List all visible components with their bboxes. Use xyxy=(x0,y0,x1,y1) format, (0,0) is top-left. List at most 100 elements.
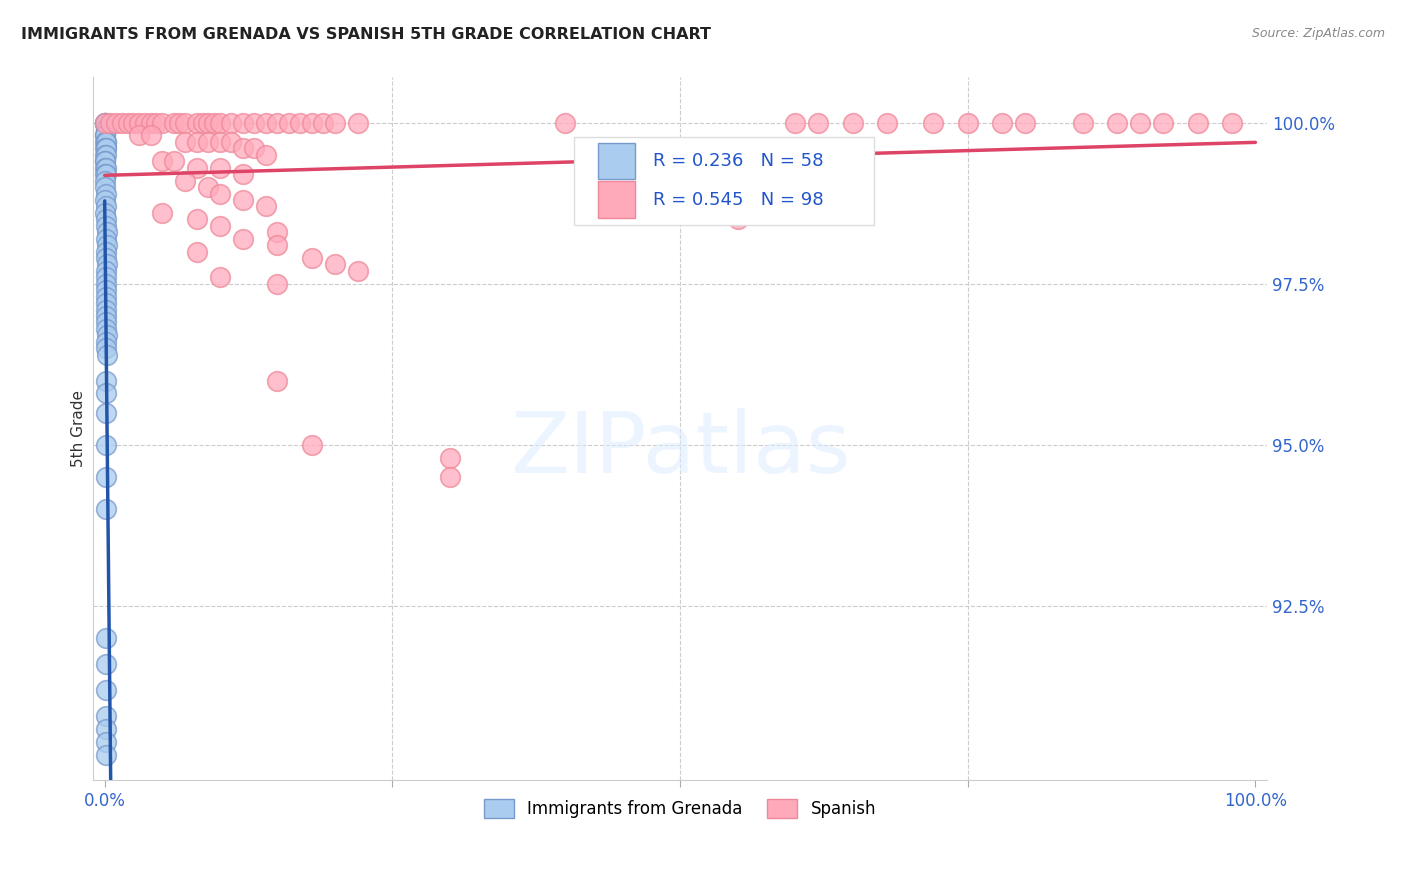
Point xyxy=(94,148,117,162)
Point xyxy=(301,115,323,129)
Point xyxy=(1107,115,1129,129)
Point xyxy=(1222,115,1244,129)
Point xyxy=(96,225,118,239)
Point xyxy=(96,257,118,271)
Point xyxy=(94,502,117,516)
Point xyxy=(807,115,830,129)
Point xyxy=(439,450,461,465)
Point xyxy=(254,115,277,129)
Point xyxy=(876,115,898,129)
Point xyxy=(243,115,266,129)
Point xyxy=(186,161,208,175)
Point xyxy=(163,154,186,169)
Point xyxy=(96,238,118,252)
Point xyxy=(197,115,219,129)
Point xyxy=(93,115,115,129)
Point xyxy=(128,128,150,143)
Point xyxy=(208,135,231,149)
Point xyxy=(94,270,117,285)
Point xyxy=(94,135,117,149)
Point xyxy=(1071,115,1094,129)
Point xyxy=(93,161,115,175)
Point xyxy=(174,173,197,187)
Point xyxy=(93,135,115,149)
Point xyxy=(94,122,117,136)
Point xyxy=(208,270,231,285)
Point xyxy=(94,277,117,291)
FancyBboxPatch shape xyxy=(598,181,636,218)
Point xyxy=(186,244,208,259)
Point xyxy=(669,193,692,207)
Point xyxy=(94,283,117,297)
Point xyxy=(94,122,117,136)
Point xyxy=(94,747,117,762)
Point xyxy=(94,244,117,259)
Text: IMMIGRANTS FROM GRENADA VS SPANISH 5TH GRADE CORRELATION CHART: IMMIGRANTS FROM GRENADA VS SPANISH 5TH G… xyxy=(21,27,711,42)
Point xyxy=(266,277,288,291)
Point xyxy=(94,141,117,155)
Point xyxy=(94,264,117,278)
Point xyxy=(186,212,208,227)
Point xyxy=(191,115,214,129)
Point xyxy=(208,115,231,129)
Point xyxy=(323,257,346,271)
Point xyxy=(93,128,115,143)
Point xyxy=(93,115,115,129)
Point xyxy=(232,141,254,155)
Point xyxy=(174,115,197,129)
Point xyxy=(554,115,576,129)
Point xyxy=(93,173,115,187)
Point xyxy=(163,115,186,129)
Point xyxy=(93,206,115,220)
Point xyxy=(1014,115,1036,129)
Point xyxy=(1152,115,1174,129)
Point xyxy=(232,115,254,129)
Point xyxy=(94,470,117,484)
Point xyxy=(94,341,117,355)
Point xyxy=(266,238,288,252)
Point xyxy=(94,199,117,213)
Text: Source: ZipAtlas.com: Source: ZipAtlas.com xyxy=(1251,27,1385,40)
Point xyxy=(232,167,254,181)
Point xyxy=(94,334,117,349)
Point xyxy=(94,374,117,388)
Point xyxy=(956,115,979,129)
Point xyxy=(785,115,807,129)
Point xyxy=(128,115,150,129)
Point xyxy=(94,161,117,175)
Point xyxy=(202,115,225,129)
Point xyxy=(197,180,219,194)
Point xyxy=(93,115,115,129)
Point xyxy=(94,251,117,265)
Point xyxy=(93,115,115,129)
Point xyxy=(117,115,139,129)
Point xyxy=(111,115,134,129)
Point xyxy=(169,115,191,129)
Point xyxy=(93,193,115,207)
Point xyxy=(1129,115,1152,129)
Point xyxy=(94,219,117,233)
Point xyxy=(94,296,117,310)
FancyBboxPatch shape xyxy=(575,137,873,225)
Point xyxy=(186,115,208,129)
Point xyxy=(93,141,115,155)
Point xyxy=(186,135,208,149)
Point xyxy=(93,180,115,194)
Point xyxy=(219,115,242,129)
Point xyxy=(105,115,128,129)
Point xyxy=(312,115,335,129)
Point xyxy=(94,632,117,646)
Point xyxy=(94,438,117,452)
Point xyxy=(347,264,370,278)
Point xyxy=(991,115,1014,129)
Point xyxy=(254,199,277,213)
Point xyxy=(94,406,117,420)
Point xyxy=(93,167,115,181)
Point xyxy=(94,683,117,698)
Point xyxy=(94,186,117,201)
Point xyxy=(174,135,197,149)
Point xyxy=(94,212,117,227)
Point xyxy=(134,115,156,129)
Point xyxy=(94,722,117,736)
Point xyxy=(266,115,288,129)
